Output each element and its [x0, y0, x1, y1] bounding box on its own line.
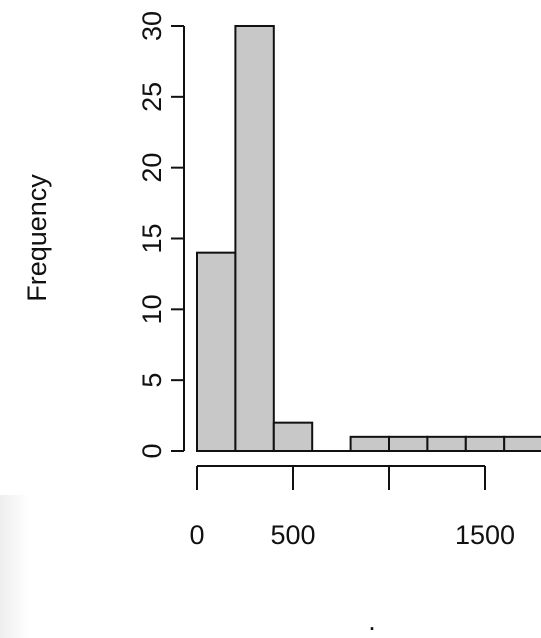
y-axis-label: Frequency: [22, 174, 52, 302]
y-tick-label-30: 30: [137, 11, 167, 41]
y-tick-label-0: 0: [137, 443, 167, 458]
x-tick-label-0: 0: [189, 520, 204, 550]
histogram-bar-1: [234, 24, 275, 453]
histogram-bar-5: [388, 435, 429, 453]
y-tick-label-10: 10: [137, 294, 167, 324]
y-tick-label-5: 5: [137, 373, 167, 388]
edge-shadow: [0, 495, 30, 638]
histogram-bar-4: [349, 435, 391, 453]
y-axis: 0 5 10 15 20 25 30: [137, 11, 185, 459]
x-axis: 0 500 1500: [189, 465, 515, 550]
histogram-bar-8: [503, 435, 541, 453]
x-tick-label-500: 500: [270, 520, 315, 550]
y-tick-label-25: 25: [137, 82, 167, 112]
histogram-bar-2: [272, 421, 314, 452]
y-tick-label-20: 20: [137, 153, 167, 183]
y-tick-label-15: 15: [137, 223, 167, 253]
x-axis-label: .: [368, 606, 376, 636]
x-tick-label-1500: 1500: [455, 520, 515, 550]
histogram-bar-6: [426, 435, 467, 453]
histogram-bar-7: [464, 435, 506, 453]
bars-layer: [196, 24, 541, 453]
histogram-bar-0: [196, 251, 237, 452]
